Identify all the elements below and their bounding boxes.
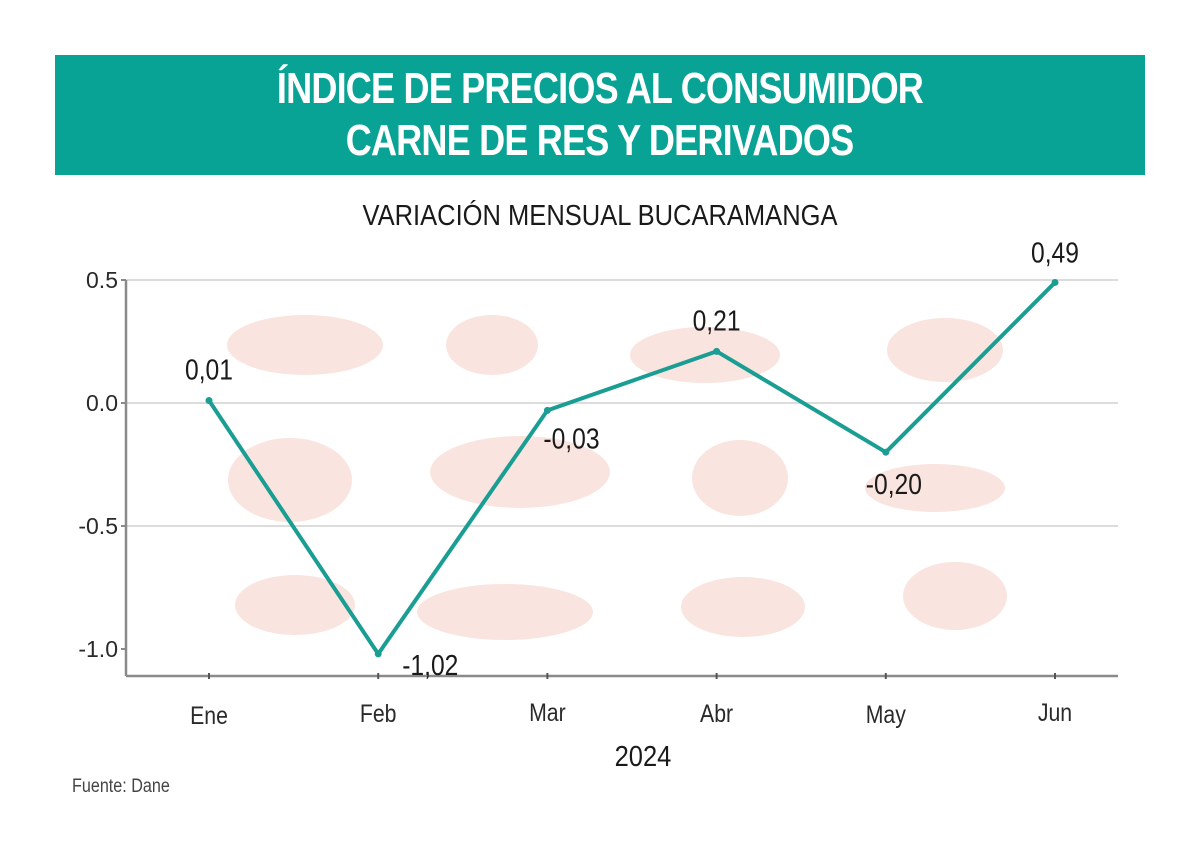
data-point xyxy=(543,406,551,414)
data-label: -1,02 xyxy=(402,649,458,681)
x-tick-label: May xyxy=(866,700,906,728)
data-point xyxy=(374,650,382,658)
data-label: 0,01 xyxy=(185,354,233,386)
y-axis-ticks: 0.5 0.0 -0.5 -1.0 xyxy=(78,267,126,662)
title-line-2: CARNE DE RES Y DERIVADOS xyxy=(346,116,854,165)
data-label: 0,21 xyxy=(693,304,741,336)
data-label: -0,03 xyxy=(543,423,599,455)
y-tick-label: -1.0 xyxy=(78,636,118,662)
meat-illustration-icon xyxy=(446,315,538,375)
x-axis-ticks: Ene Feb Mar Abr May Jun xyxy=(190,673,1072,729)
chart-subtitle: VARIACIÓN MENSUAL BUCARAMANGA xyxy=(362,200,838,232)
data-label: 0,49 xyxy=(1031,237,1079,269)
y-tick-label: -0.5 xyxy=(78,513,118,539)
x-tick-label: Ene xyxy=(190,701,228,729)
y-tick-label: 0.5 xyxy=(86,267,118,293)
meat-illustration-icon xyxy=(417,584,593,640)
data-point xyxy=(1051,278,1059,286)
data-point xyxy=(713,347,721,355)
meat-illustration-icon xyxy=(903,562,1007,630)
x-tick-label: Abr xyxy=(700,699,733,727)
x-tick-label: Feb xyxy=(360,699,397,727)
data-point xyxy=(205,397,213,405)
meat-illustration-icon xyxy=(227,315,383,375)
meat-illustration-icon xyxy=(235,575,355,635)
meat-illustration-icon xyxy=(692,440,788,516)
meat-illustration-icon xyxy=(681,577,805,637)
data-point xyxy=(882,448,890,456)
source-note: Fuente: Dane xyxy=(72,776,170,797)
x-tick-label: Jun xyxy=(1038,698,1072,726)
data-labels: 0,01 -1,02 -0,03 0,21 -0,20 0,49 xyxy=(185,237,1079,682)
meat-illustrations xyxy=(227,315,1007,640)
title-line-1: ÍNDICE DE PRECIOS AL CONSUMIDOR xyxy=(276,64,924,113)
title-banner: ÍNDICE DE PRECIOS AL CONSUMIDOR CARNE DE… xyxy=(55,55,1145,175)
meat-illustration-icon xyxy=(430,436,610,508)
y-tick-label: 0.0 xyxy=(86,390,118,416)
series-line-path xyxy=(207,281,1057,656)
axes xyxy=(124,280,1118,678)
x-tick-label: Mar xyxy=(529,698,566,726)
data-label: -0,20 xyxy=(866,468,922,500)
meat-illustration-icon xyxy=(228,438,352,522)
x-axis-title: 2024 xyxy=(615,739,672,772)
series-line xyxy=(205,278,1059,658)
meat-illustration-icon xyxy=(865,464,1005,512)
